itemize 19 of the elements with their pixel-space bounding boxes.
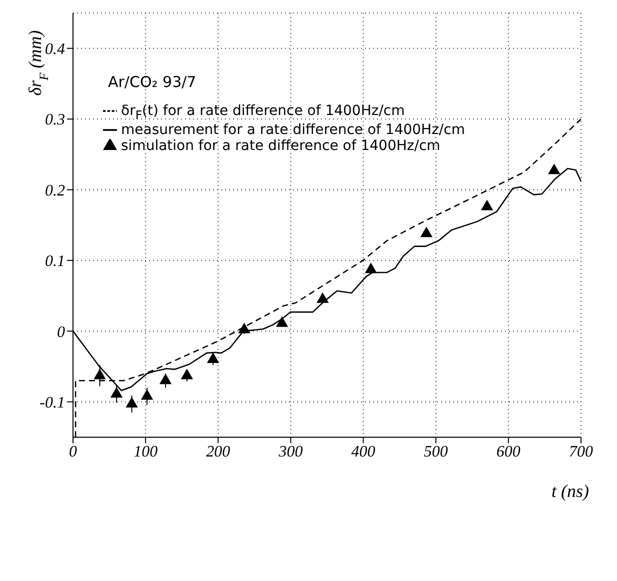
- x-tick-label: 600: [496, 444, 520, 461]
- y-tick-label: 0.4: [45, 41, 65, 58]
- x-tick-label: 100: [134, 444, 158, 461]
- x-tick-label: 200: [206, 444, 230, 461]
- legend-label: δr$_{F}$(t) for a rate difference of 1400Hz/cm: [121, 103, 405, 122]
- x-tick-label: 700: [569, 444, 593, 461]
- x-axis-title: t (ns): [552, 481, 589, 502]
- y-tick-label: -0.1: [40, 394, 65, 412]
- x-tick-label: 500: [424, 444, 448, 461]
- legend-label: simulation for a rate difference of 1400Hz/cm: [121, 138, 440, 154]
- y-tick-label: 0.2: [45, 182, 65, 200]
- annotation: Ar/CO₂ 93/7: [108, 73, 196, 91]
- legend-label: measurement for a rate difference of 1400Hz/cm: [121, 122, 465, 138]
- x-tick-label: 0: [69, 444, 77, 461]
- y-tick-label: 0: [57, 324, 65, 341]
- x-tick-label: 400: [351, 444, 376, 461]
- x-tick-label: 300: [278, 444, 303, 461]
- y-tick-label: 0.3: [45, 112, 65, 129]
- y-tick-label: 0.1: [45, 253, 65, 270]
